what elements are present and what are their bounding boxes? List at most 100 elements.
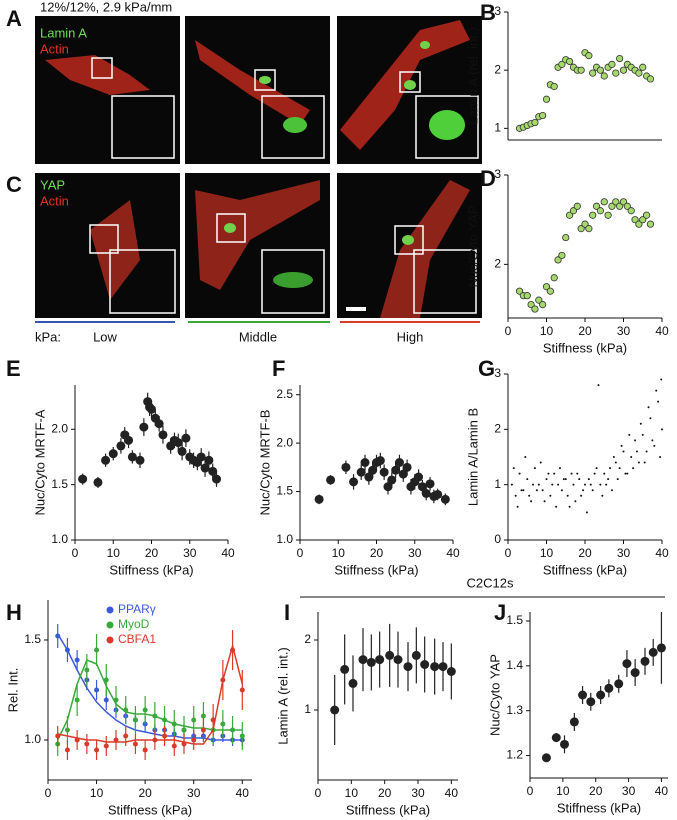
data-point bbox=[531, 118, 539, 127]
data-point bbox=[553, 472, 556, 475]
data-point bbox=[123, 733, 129, 739]
data-point bbox=[630, 456, 633, 458]
header: 12%/12%, 2.9 kPa/mm bbox=[40, 0, 172, 14]
data-point bbox=[643, 461, 646, 464]
y-tick-label: 3 bbox=[494, 167, 501, 181]
data-point bbox=[537, 483, 540, 486]
x-tick-label: 20 bbox=[589, 784, 603, 798]
y-tick-label: 1.5 bbox=[506, 613, 523, 627]
x-tick-label: 10 bbox=[345, 786, 359, 800]
data-point bbox=[577, 225, 585, 233]
data-point bbox=[514, 494, 517, 497]
data-point bbox=[627, 207, 635, 215]
y-axis-label: Lamin A (rel. int.) bbox=[275, 647, 290, 745]
data-point bbox=[132, 717, 138, 723]
y-tick-label: 1.5 bbox=[51, 477, 68, 491]
y-tick-label: 1.0 bbox=[276, 532, 293, 546]
x-tick-label: 30 bbox=[617, 546, 631, 560]
data-point bbox=[655, 389, 658, 392]
data-point bbox=[551, 483, 554, 486]
data-point bbox=[524, 456, 527, 458]
y-tick-label: 1.0 bbox=[51, 532, 68, 546]
data-point bbox=[660, 378, 663, 381]
stiffness-group: Middle bbox=[239, 329, 277, 344]
y-tick-label: 3 bbox=[494, 4, 501, 18]
data-point bbox=[646, 220, 655, 228]
data-point bbox=[177, 446, 187, 456]
data-point bbox=[578, 690, 588, 700]
data-point bbox=[646, 75, 655, 83]
data-point bbox=[358, 655, 368, 665]
data-point bbox=[569, 717, 579, 727]
data-point bbox=[596, 207, 605, 215]
data-point bbox=[659, 456, 662, 458]
data-point bbox=[545, 478, 548, 481]
data-point bbox=[379, 467, 389, 477]
data-point bbox=[560, 739, 569, 749]
data-point bbox=[314, 494, 324, 504]
data-point bbox=[639, 216, 647, 224]
data-point bbox=[619, 198, 628, 206]
x-tick-label: 0 bbox=[505, 546, 512, 560]
data-point bbox=[616, 54, 624, 63]
x-axis-label: Stiffness (kPa) bbox=[557, 800, 641, 815]
panel-letter: F bbox=[272, 356, 285, 381]
data-point bbox=[196, 452, 206, 462]
x-tick-label: 0 bbox=[315, 786, 322, 800]
data-point bbox=[421, 489, 431, 498]
panel-letter: C bbox=[6, 172, 22, 197]
y-axis-label: Rel. Int. bbox=[5, 668, 20, 713]
y-tick-label: 2 bbox=[494, 422, 501, 436]
data-point bbox=[589, 211, 597, 219]
data-point bbox=[607, 478, 610, 481]
data-point bbox=[562, 233, 570, 242]
y-tick-label: 2 bbox=[304, 632, 311, 646]
data-point bbox=[584, 483, 586, 486]
data-point bbox=[623, 202, 631, 210]
data-point bbox=[200, 727, 206, 733]
data-point bbox=[608, 60, 616, 68]
data-point bbox=[653, 444, 656, 447]
data-point bbox=[191, 737, 197, 743]
data-point bbox=[330, 705, 340, 715]
data-point bbox=[535, 489, 538, 492]
data-point bbox=[573, 202, 581, 210]
data-point bbox=[108, 449, 118, 459]
data-point bbox=[78, 474, 88, 484]
panel-letter: J bbox=[494, 600, 506, 625]
x-tick-label: 0 bbox=[72, 546, 79, 560]
data-point bbox=[433, 489, 443, 499]
data-point bbox=[162, 733, 168, 739]
data-point bbox=[639, 422, 642, 425]
data-point bbox=[614, 461, 617, 464]
x-tick-label: 40 bbox=[655, 546, 669, 560]
legend-marker bbox=[106, 621, 114, 629]
data-point bbox=[64, 727, 70, 733]
data-point bbox=[614, 679, 624, 689]
data-point bbox=[116, 441, 126, 451]
data-point bbox=[341, 462, 351, 472]
x-tick-label: 20 bbox=[138, 786, 152, 800]
data-point bbox=[430, 662, 440, 672]
data-point bbox=[610, 489, 613, 492]
data-point bbox=[570, 472, 573, 475]
data-point bbox=[531, 305, 539, 313]
data-point bbox=[587, 478, 590, 481]
data-point bbox=[135, 455, 145, 465]
data-point bbox=[539, 111, 547, 120]
data-point bbox=[375, 456, 385, 466]
data-point bbox=[142, 747, 148, 753]
data-point bbox=[387, 475, 397, 485]
data-point bbox=[577, 66, 585, 74]
data-point bbox=[84, 667, 90, 673]
data-point bbox=[635, 450, 638, 453]
data-point bbox=[546, 287, 554, 295]
data-point bbox=[518, 472, 521, 475]
data-point bbox=[414, 472, 424, 482]
data-point bbox=[647, 406, 650, 409]
x-tick-label: 30 bbox=[617, 324, 631, 338]
stiffness-group: Low bbox=[93, 329, 117, 344]
y-tick-label: 1.3 bbox=[506, 703, 523, 717]
data-point bbox=[635, 69, 643, 77]
